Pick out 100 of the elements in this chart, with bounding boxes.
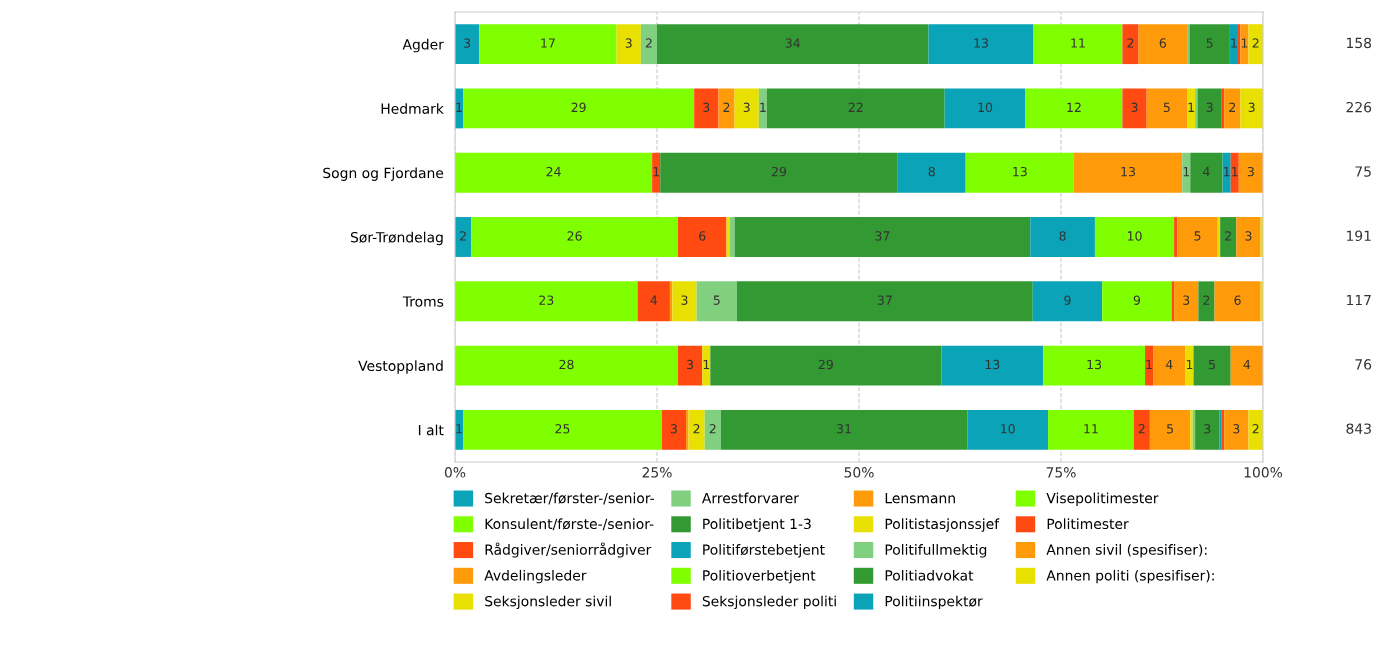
data-label: 11 bbox=[1071, 38, 1085, 48]
data-label: 2 bbox=[645, 38, 652, 48]
bar bbox=[1220, 217, 1237, 257]
data-label: 4 bbox=[1243, 359, 1251, 370]
data-label: 13 bbox=[1121, 166, 1136, 177]
y-tick-label: Sogn og Fjordane bbox=[323, 167, 444, 181]
data-label: 3 bbox=[1233, 424, 1240, 434]
bar bbox=[1189, 24, 1230, 65]
data-label: 3 bbox=[625, 38, 632, 48]
legend-label: Avdelingsleder bbox=[484, 569, 587, 584]
data-label: 22 bbox=[848, 102, 863, 112]
data-label: 29 bbox=[771, 166, 787, 177]
bar bbox=[1174, 217, 1178, 257]
data-label: 6 bbox=[699, 231, 706, 241]
data-label: 17 bbox=[541, 38, 555, 48]
y-tick-label: Hedmark bbox=[381, 103, 444, 114]
data-label: 25 bbox=[555, 424, 570, 434]
bar bbox=[1122, 24, 1139, 65]
data-label: 29 bbox=[571, 102, 586, 113]
data-label: 1 bbox=[456, 424, 462, 434]
bar bbox=[455, 24, 480, 65]
data-label: 6 bbox=[1234, 295, 1241, 305]
bar bbox=[736, 281, 1033, 322]
bar bbox=[1195, 409, 1220, 450]
data-label: 28 bbox=[559, 359, 574, 370]
data-label: 12 bbox=[1067, 102, 1081, 112]
x-tick-label: 0% bbox=[444, 467, 466, 478]
y-tick-label: Agder bbox=[402, 38, 444, 53]
data-label: 5 bbox=[713, 295, 720, 305]
bar bbox=[1238, 152, 1263, 193]
legend-label: Politistasjonssjef bbox=[885, 518, 1000, 532]
bar bbox=[1032, 281, 1103, 322]
bar bbox=[1197, 88, 1222, 129]
bar bbox=[1224, 409, 1249, 450]
bar bbox=[1048, 409, 1134, 450]
bar bbox=[1177, 217, 1218, 257]
bar bbox=[479, 24, 617, 65]
data-label: 37 bbox=[875, 231, 890, 241]
legend-label: Sekretær/førster-/senior- bbox=[485, 492, 654, 505]
legend-label: Arrestforvarer bbox=[701, 492, 799, 504]
y-tick-label: Troms bbox=[402, 296, 444, 307]
bar bbox=[455, 217, 472, 257]
data-label: 2 bbox=[1127, 38, 1134, 48]
legend-label: Visepolitimester bbox=[1046, 492, 1159, 507]
data-label: 3 bbox=[1245, 231, 1252, 241]
bar bbox=[678, 217, 727, 257]
bar bbox=[661, 409, 687, 450]
legend-label: Politiadvokat bbox=[885, 569, 974, 581]
data-label: 2 bbox=[1252, 38, 1259, 48]
bar bbox=[1073, 152, 1183, 193]
data-label: 5 bbox=[1163, 102, 1170, 113]
bar bbox=[734, 217, 1031, 257]
text: 226 bbox=[1346, 101, 1372, 113]
text: 158 bbox=[1347, 37, 1372, 49]
data-label: 13 bbox=[985, 359, 1000, 370]
bar bbox=[652, 152, 661, 193]
bar bbox=[1133, 409, 1150, 450]
bar bbox=[672, 281, 697, 322]
data-label: 10 bbox=[978, 102, 993, 113]
data-label: 3 bbox=[743, 102, 750, 113]
data-label: 4 bbox=[1165, 359, 1173, 370]
bar bbox=[1182, 152, 1191, 193]
bar bbox=[1033, 24, 1123, 65]
bar bbox=[1236, 217, 1261, 257]
data-label: 2 bbox=[460, 231, 466, 241]
bar bbox=[1149, 409, 1191, 450]
data-label: 3 bbox=[681, 295, 688, 305]
data-label: 1 bbox=[1232, 167, 1238, 177]
bar bbox=[718, 88, 735, 129]
text: 76 bbox=[1355, 359, 1372, 370]
bar bbox=[1224, 88, 1241, 129]
data-label: 1 bbox=[703, 359, 710, 370]
data-label: 4 bbox=[1203, 167, 1210, 177]
bar bbox=[1025, 88, 1123, 129]
legend-label: Politiinspektør bbox=[885, 595, 983, 610]
data-label: 34 bbox=[785, 38, 800, 48]
bar bbox=[1145, 345, 1154, 386]
data-label: 2 bbox=[1252, 424, 1259, 434]
data-label: 5 bbox=[1206, 38, 1213, 48]
data-label: 11 bbox=[1084, 424, 1098, 434]
data-label: 9 bbox=[1064, 295, 1071, 305]
bar bbox=[1122, 88, 1147, 129]
data-label: 23 bbox=[539, 295, 554, 305]
bar bbox=[726, 217, 730, 257]
legend-label: Konsulent/første-/senior- bbox=[485, 518, 654, 531]
bar bbox=[702, 345, 711, 386]
bar bbox=[729, 217, 735, 257]
bar bbox=[1195, 88, 1198, 129]
data-label: 26 bbox=[567, 231, 582, 241]
bar bbox=[944, 88, 1026, 129]
bar bbox=[660, 152, 898, 193]
bar bbox=[686, 409, 689, 450]
bar bbox=[471, 217, 679, 257]
bar bbox=[1138, 24, 1188, 65]
x-tick-label: 75% bbox=[1046, 467, 1076, 478]
data-label: 29 bbox=[818, 359, 833, 370]
bar bbox=[766, 88, 945, 129]
legend-label: Politiførstebetjent bbox=[703, 544, 825, 558]
bar bbox=[1190, 152, 1223, 193]
bar bbox=[455, 152, 653, 193]
